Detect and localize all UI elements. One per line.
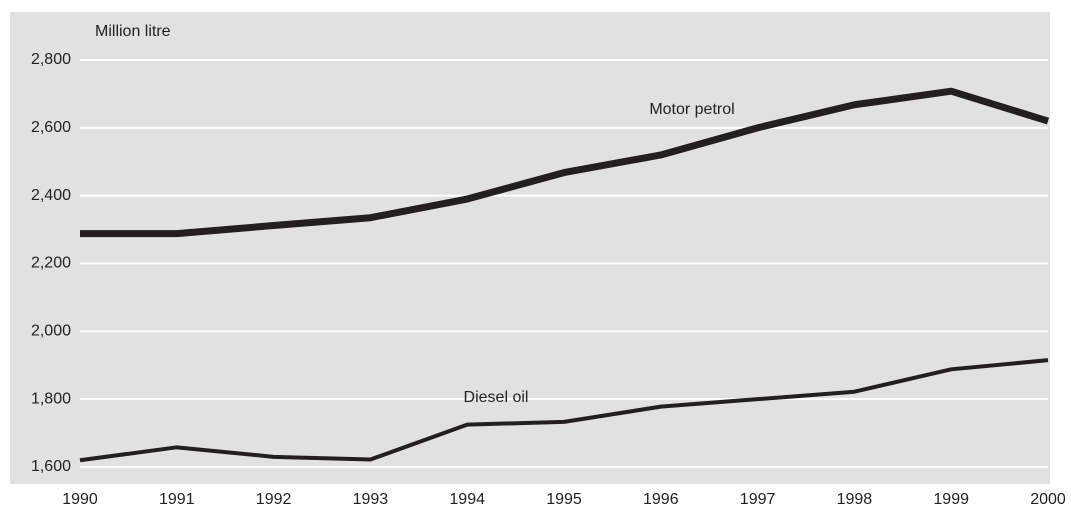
y-tick-label: 1,600	[31, 458, 71, 475]
y-tick-label: 1,800	[31, 390, 71, 407]
x-tick-label: 1993	[353, 491, 389, 508]
series-line	[80, 87, 1050, 238]
x-tick-label: 1997	[740, 491, 776, 508]
x-tick-label: 1999	[933, 491, 969, 508]
y-tick-label: 2,600	[31, 119, 71, 136]
x-tick-label: 1991	[159, 491, 195, 508]
y-axis-label: Million litre	[95, 23, 171, 40]
plot-background	[10, 12, 1050, 484]
x-tick-label: 1998	[837, 491, 873, 508]
y-tick-label: 2,400	[31, 187, 71, 204]
y-tick-label: 2,200	[31, 255, 71, 272]
x-tick-label: 1994	[449, 491, 485, 508]
x-tick-label: 1990	[62, 491, 98, 508]
x-tick-label: 1992	[256, 491, 292, 508]
series-line	[79, 358, 1049, 463]
series-label: Motor petrol	[649, 101, 734, 118]
x-tick-label: 1996	[643, 491, 679, 508]
y-tick-label: 2,000	[31, 323, 71, 340]
x-tick-label: 2000	[1030, 491, 1066, 508]
x-tick-label: 1995	[546, 491, 582, 508]
y-tick-label: 2,800	[31, 51, 71, 68]
series-label: Diesel oil	[464, 389, 529, 406]
